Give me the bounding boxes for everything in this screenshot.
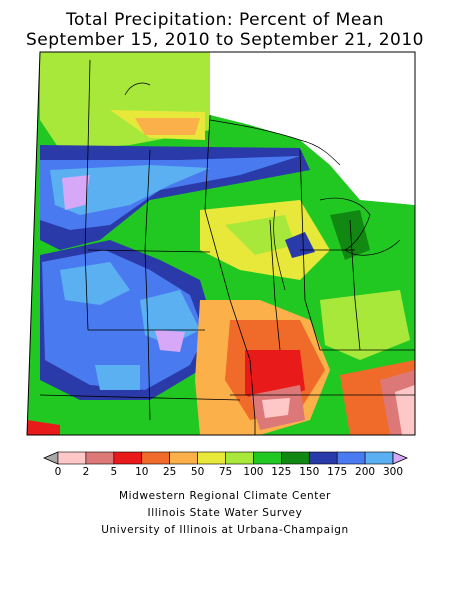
region-light-blue-plains-north	[60, 262, 130, 305]
legend-box	[336, 451, 366, 465]
region-light-pink-southeast	[395, 385, 415, 435]
legend-tick-labels: 0 2 5 10 25 50 75 100 125 150 175 200 300	[55, 466, 403, 478]
region-light-blue-north	[50, 165, 210, 215]
legend-tick-label: 175	[327, 466, 347, 478]
legend-tick-label: 300	[383, 466, 403, 478]
map-title-line1: Total Precipitation: Percent of Mean	[66, 10, 384, 30]
credit-line-1: Midwestern Regional Climate Center	[119, 490, 331, 502]
legend-color-boxes	[57, 451, 394, 465]
region-violet-northwest	[62, 175, 90, 210]
legend-tick-label: 5	[110, 466, 117, 478]
region-light-green-central	[225, 215, 295, 255]
region-green-south-plains	[120, 400, 175, 435]
region-violet-plains	[155, 330, 185, 352]
legend-tick-label: 50	[191, 466, 204, 478]
legend-box	[141, 451, 170, 465]
no-data-region-lakes	[330, 165, 415, 205]
legend-box	[85, 451, 115, 465]
legend-tick-label: 25	[163, 466, 176, 478]
region-light-green-east	[320, 290, 410, 360]
legend-tick-label: 125	[271, 466, 291, 478]
legend-box	[253, 451, 282, 465]
region-light-blue-plains-east	[140, 290, 200, 345]
legend-box	[281, 451, 310, 465]
region-light-pink-south	[262, 398, 290, 418]
legend-box	[308, 451, 338, 465]
legend-tick-label: 0	[55, 466, 62, 478]
region-red-southwest	[27, 420, 60, 435]
legend-tick-label: 150	[299, 466, 319, 478]
legend-tick-label: 75	[219, 466, 232, 478]
legend-arrow-left	[42, 451, 59, 465]
color-scale-legend: 0 2 5 10 25 50 75 100 125 150 175 200 300	[42, 451, 409, 478]
legend-tick-label: 100	[243, 466, 263, 478]
legend-box	[57, 451, 87, 465]
legend-arrow-right	[392, 451, 409, 465]
legend-box	[225, 451, 254, 465]
region-dark-green-michigan	[330, 210, 370, 260]
precipitation-field	[27, 52, 415, 435]
legend-tick-label: 2	[83, 466, 90, 478]
credit-line-3: University of Illinois at Urbana-Champai…	[101, 524, 349, 536]
legend-box	[364, 451, 394, 465]
legend-box	[169, 451, 198, 465]
legend-box	[197, 451, 226, 465]
legend-tick-label: 200	[355, 466, 375, 478]
region-dark-blue-michigan	[285, 232, 315, 258]
credit-line-2: Illinois State Water Survey	[147, 507, 303, 519]
legend-box	[113, 451, 143, 465]
state-boundaries	[26, 51, 416, 436]
no-data-region-north	[210, 52, 415, 205]
map-title-line2: September 15, 2010 to September 21, 2010	[25, 30, 425, 50]
region-orange-north	[135, 118, 200, 135]
coastlines	[124, 82, 401, 291]
region-light-blue-plains-south	[95, 365, 140, 390]
legend-tick-label: 10	[135, 466, 148, 478]
